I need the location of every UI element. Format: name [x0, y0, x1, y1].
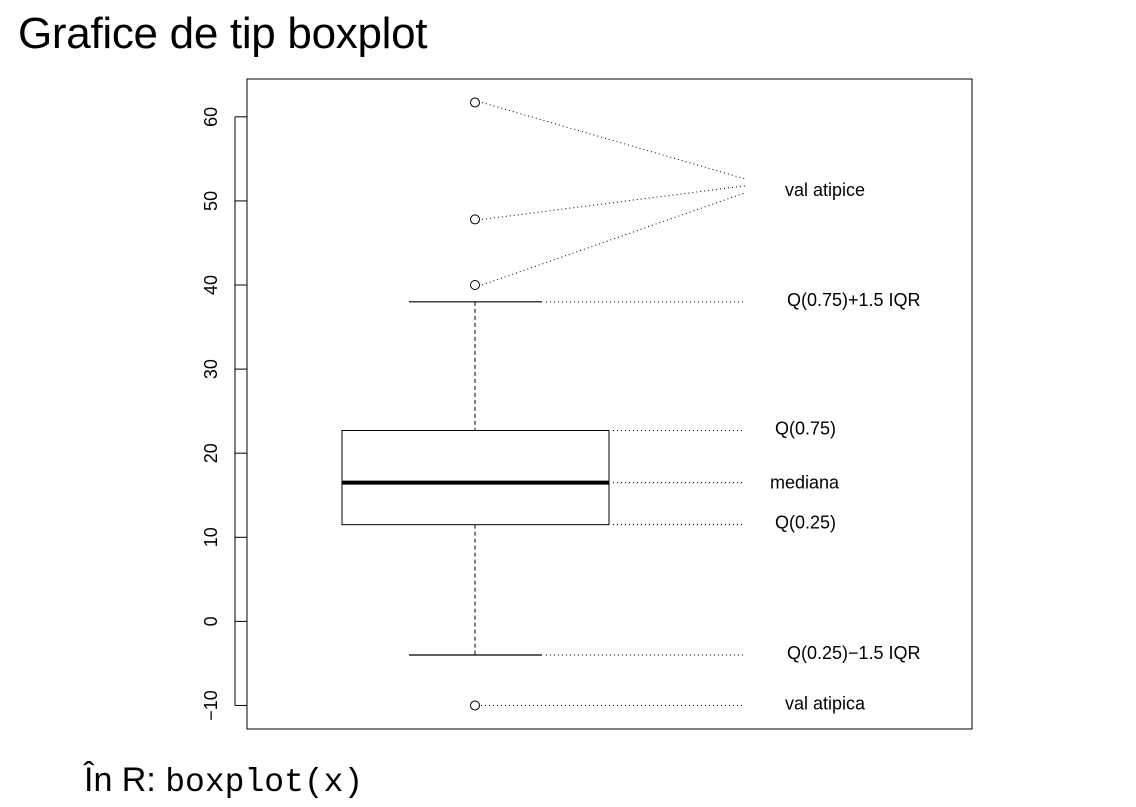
box-group	[341, 301, 610, 656]
outlier-point	[470, 97, 480, 108]
y-tick-label: 20	[201, 443, 221, 463]
annotation-whisker-high: Q(0.75)+1.5 IQR	[787, 290, 921, 310]
outliers	[470, 97, 480, 711]
boxplot-chart: −10 0 10 20 30 40 50 60 val atipice Q(0.75)+1.5…	[201, 78, 973, 730]
footer-code: boxplot(x)	[165, 764, 364, 801]
outlier-point	[470, 280, 480, 291]
annotation-q1: Q(0.25)	[775, 513, 836, 533]
y-tick-label: −10	[201, 690, 221, 721]
annotation-whisker-low: Q(0.25)−1.5 IQR	[787, 643, 921, 663]
annotation-outliers-high: val atipice	[785, 180, 865, 200]
annotation-median: mediana	[770, 473, 840, 493]
leader-outlier-high	[481, 192, 746, 286]
plot-frame	[246, 78, 973, 730]
y-tick-label: 0	[201, 616, 221, 626]
footer-prefix: În R:	[84, 761, 166, 799]
page-title: Grafice de tip boxplot	[18, 9, 428, 58]
annotations: val atipice Q(0.75)+1.5 IQR Q(0.75) medi…	[770, 180, 921, 714]
y-tick-label: 10	[201, 527, 221, 547]
footer-caption: În R: boxplot(x)	[84, 756, 363, 807]
y-tick-label: 50	[201, 191, 221, 211]
y-axis: −10 0 10 20 30 40 50 60	[201, 107, 247, 721]
annotation-q3: Q(0.75)	[775, 418, 836, 438]
y-tick-label: 30	[201, 359, 221, 379]
outlier-point	[470, 700, 480, 711]
outlier-point	[470, 214, 480, 225]
annotation-outlier-low: val atipica	[785, 693, 866, 713]
iqr-box	[341, 429, 610, 526]
annotation-leaders	[481, 102, 746, 706]
y-tick-label: 40	[201, 275, 221, 295]
y-tick-label: 60	[201, 107, 221, 127]
leader-outlier-high	[481, 102, 746, 180]
leader-outlier-high	[481, 185, 746, 220]
